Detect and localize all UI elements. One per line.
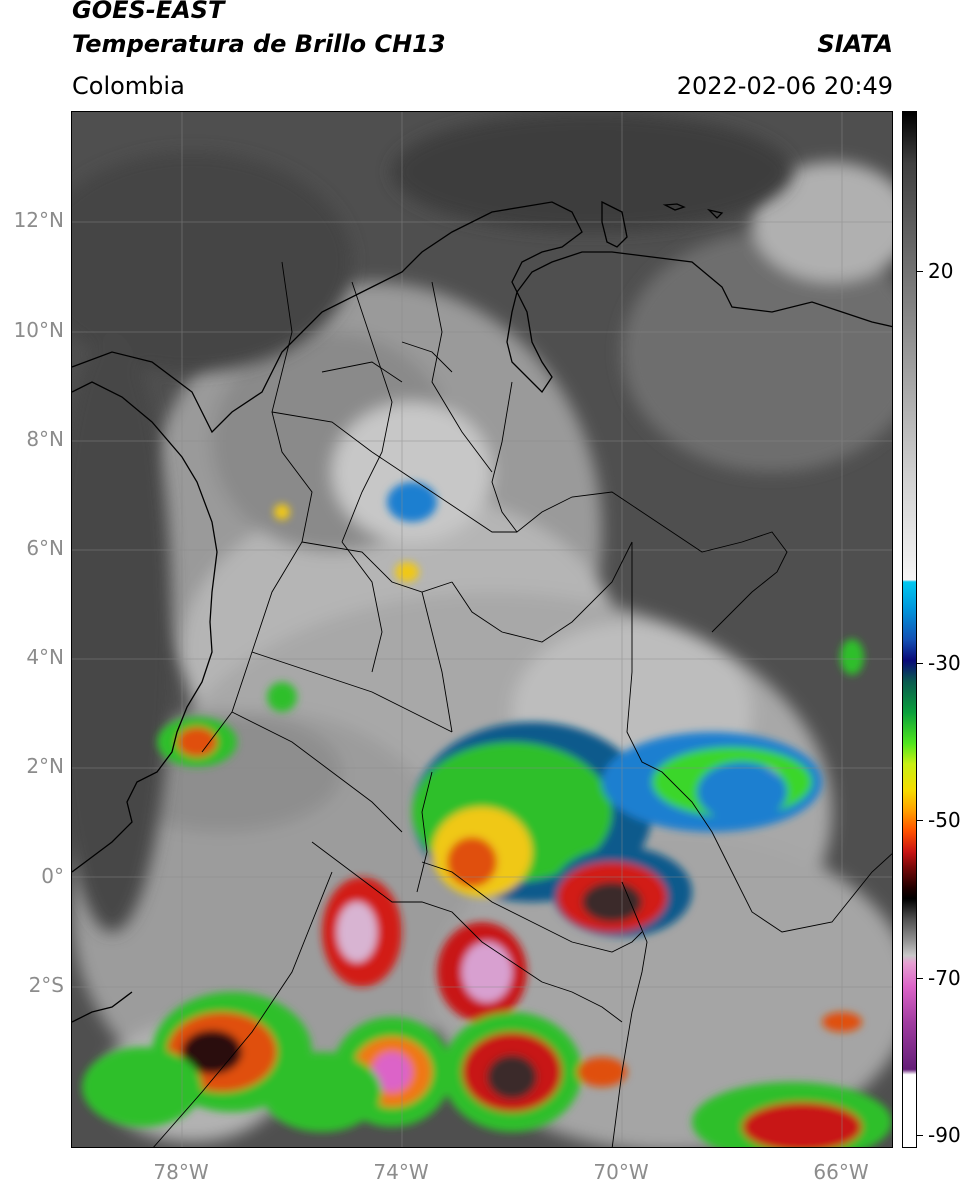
- lat-label-4n: 4°N: [26, 645, 64, 669]
- gray-cloud-field: [72, 162, 892, 1147]
- colorbar-tick: [917, 663, 923, 664]
- dark-sea: [72, 112, 792, 932]
- lat-label-8n: 8°N: [26, 427, 64, 451]
- map-canvas: [72, 112, 892, 1147]
- lat-label-2s: 2°S: [28, 973, 64, 997]
- lon-label-78w: 78°W: [153, 1160, 209, 1184]
- product-title: Temperatura de Brillo CH13: [72, 30, 446, 58]
- colorbar-tick: [917, 978, 923, 979]
- satellite-title: GOES-EAST: [72, 0, 225, 24]
- region-label: Colombia: [72, 72, 185, 100]
- colorbar-tick: [917, 271, 923, 272]
- colorbar-label-minus70: -70: [928, 966, 961, 990]
- lon-label-70w: 70°W: [593, 1160, 649, 1184]
- colorbar-label-minus50: -50: [928, 808, 961, 832]
- lon-label-74w: 74°W: [373, 1160, 429, 1184]
- coastlines: [72, 200, 892, 1023]
- lat-label-0: 0°: [41, 864, 64, 888]
- lat-label-6n: 6°N: [26, 536, 64, 560]
- colorbar-label-minus90: -90: [928, 1123, 961, 1147]
- colorbar-label-20: 20: [928, 259, 954, 283]
- admin-borders: [153, 261, 892, 1147]
- agency-label: SIATA: [817, 30, 893, 58]
- lat-label-2n: 2°N: [26, 754, 64, 778]
- convection-layer: [82, 482, 892, 1147]
- lat-label-10n: 10°N: [13, 318, 64, 342]
- lat-label-12n: 12°N: [13, 208, 64, 232]
- colorbar-tick: [917, 820, 923, 821]
- lon-label-66w: 66°W: [813, 1160, 869, 1184]
- satellite-map[interactable]: [71, 111, 893, 1148]
- datetime-label: 2022-02-06 20:49: [676, 72, 893, 100]
- colorbar-label-minus30: -30: [928, 651, 961, 675]
- colorbar: [902, 111, 917, 1148]
- colorbar-tick: [917, 1135, 923, 1136]
